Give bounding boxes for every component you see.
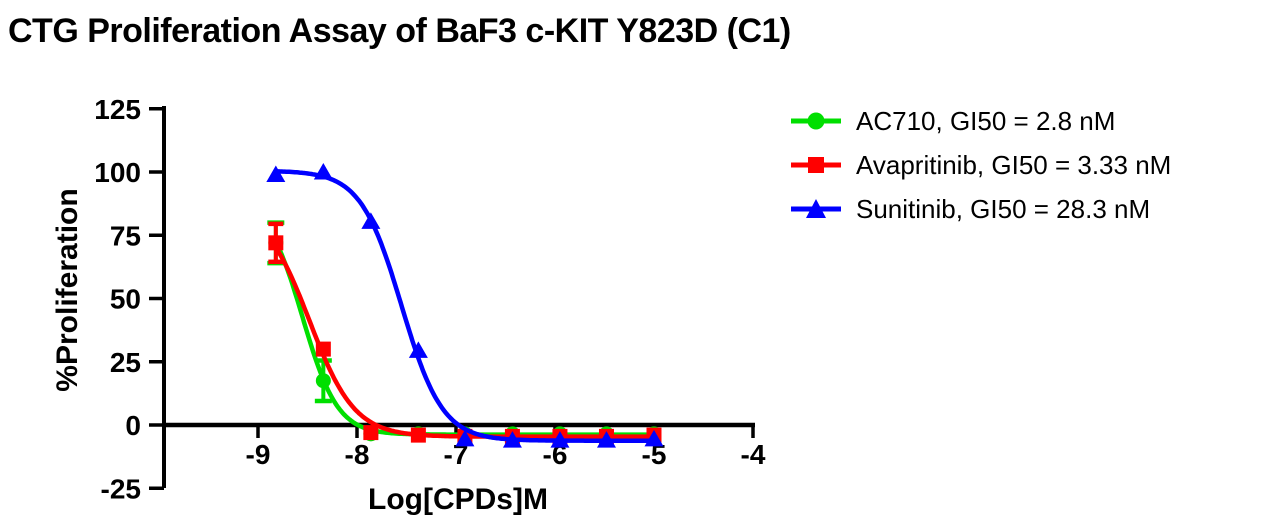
data-point-triangle xyxy=(550,431,570,448)
series-Sunitinib xyxy=(266,163,664,448)
legend: AC710, GI50 = 2.8 nM Avapritinib, GI50 = … xyxy=(790,103,1171,235)
x-tick-label: -8 xyxy=(345,439,370,470)
legend-label: Avapritinib, GI50 = 3.33 nM xyxy=(856,149,1172,180)
y-tick-label: 0 xyxy=(125,410,141,441)
y-tick-label: 25 xyxy=(110,347,141,378)
data-point-circle xyxy=(315,373,331,389)
y-tick-label: 100 xyxy=(94,157,141,188)
circle-marker-icon xyxy=(791,112,841,130)
y-tick-label: 75 xyxy=(110,220,141,251)
x-tick-label: -4 xyxy=(741,439,766,470)
curve-Sunitinib xyxy=(273,169,656,443)
chart-title: CTG Proliferation Assay of BaF3 c-KIT Y8… xyxy=(8,12,791,50)
data-point-triangle xyxy=(502,431,522,448)
legend-label: Sunitinib, GI50 = 28.3 nM xyxy=(856,193,1151,224)
data-point-square xyxy=(363,425,379,441)
data-point-square xyxy=(410,427,426,443)
data-point-triangle xyxy=(596,431,616,448)
y-tick-label: 125 xyxy=(94,94,141,125)
legend-item-Avapritinib: Avapritinib, GI50 = 3.33 nM xyxy=(790,147,1171,183)
x-axis-title: Log[CPDs]M xyxy=(368,483,548,516)
data-point-triangle xyxy=(361,212,381,229)
data-point-triangle xyxy=(455,429,475,447)
x-tick-label: -9 xyxy=(246,439,271,470)
series-Avapritinib xyxy=(268,221,662,444)
legend-item-Sunitinib: Sunitinib, GI50 = 28.3 nM xyxy=(790,191,1171,227)
square-marker-icon xyxy=(791,157,841,173)
triangle-marker-icon xyxy=(791,199,841,218)
data-point-triangle xyxy=(408,341,428,358)
series-AC710 xyxy=(267,220,662,442)
y-axis-title: %Proliferation xyxy=(51,188,84,392)
legend-label: AC710, GI50 = 2.8 nM xyxy=(856,105,1116,136)
data-point-triangle xyxy=(313,163,333,180)
data-point-triangle xyxy=(266,165,286,183)
data-point-square xyxy=(315,341,331,357)
y-tick-label: -25 xyxy=(101,473,141,504)
curve-AC710 xyxy=(273,239,656,437)
legend-item-AC710: AC710, GI50 = 2.8 nM xyxy=(790,103,1171,139)
curve-Avapritinib xyxy=(273,245,656,439)
data-point-square xyxy=(268,235,284,251)
data-point-triangle xyxy=(644,429,664,447)
y-tick-label: 50 xyxy=(110,284,141,315)
